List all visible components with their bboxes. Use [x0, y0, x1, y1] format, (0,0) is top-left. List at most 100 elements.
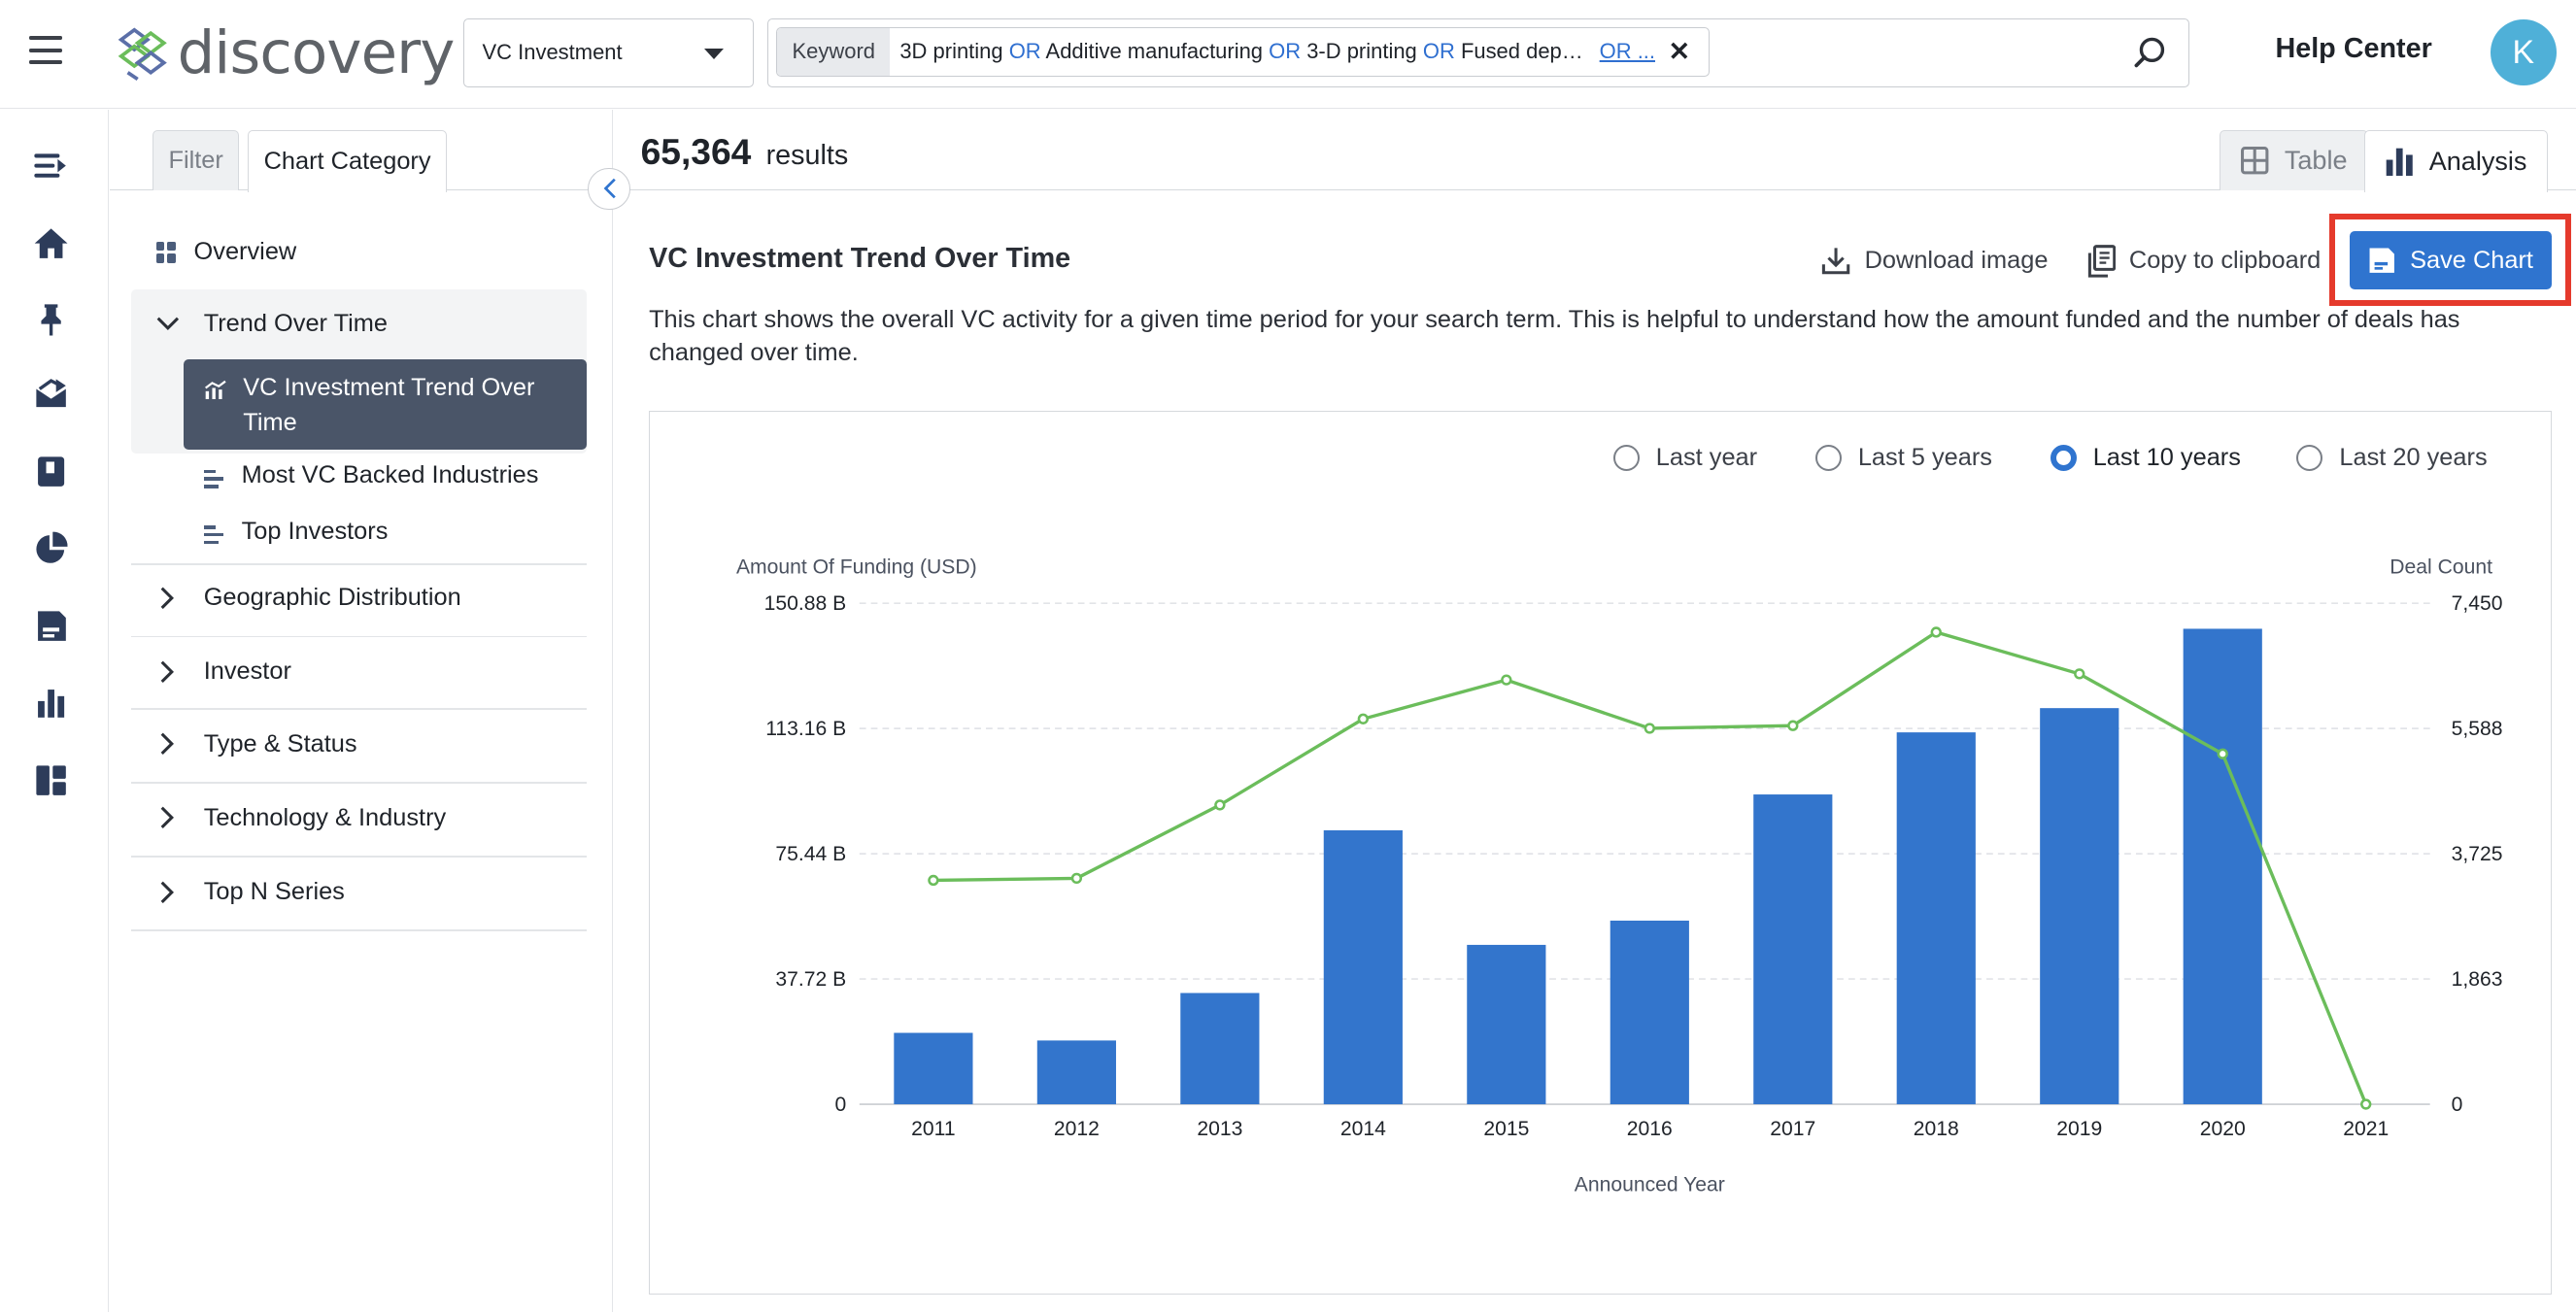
download-icon	[1821, 248, 1850, 275]
close-icon[interactable]: ✕	[1668, 36, 1691, 66]
group-label: Investor	[203, 657, 291, 686]
y-tick-label-left: 0	[834, 1093, 846, 1115]
y-tick-label-right: 1,863	[2451, 967, 2502, 990]
radio-button	[1814, 444, 1842, 471]
bar-funding-2015	[1466, 944, 1546, 1104]
bar-chart-icon	[2386, 148, 2413, 177]
pin-icon[interactable]	[33, 301, 69, 337]
dataset-select[interactable]: VC Investment	[462, 17, 755, 87]
inbox-icon[interactable]	[33, 376, 69, 412]
x-tick-label: 2021	[2343, 1118, 2389, 1140]
tab-filter[interactable]: Filter	[153, 129, 240, 191]
y-tick-label-left: 75.44 B	[775, 842, 846, 864]
x-tick-label: 2019	[2056, 1118, 2102, 1140]
period-radio-last-10-years[interactable]: Last 10 years	[2050, 444, 2241, 472]
logo-text: discovery	[177, 17, 456, 87]
bar-funding-2018	[1896, 731, 1976, 1104]
help-center-link[interactable]: Help Center	[2275, 32, 2432, 64]
avatar[interactable]: K	[2491, 19, 2557, 85]
vc-investment-chart: 0 0 37.72 B 1,863 75.44 B 3,725 113.16 B 5,588 1…	[736, 556, 2503, 1195]
download-image-button[interactable]: Download image	[1820, 245, 2049, 276]
action-label: Download image	[1864, 246, 2049, 274]
deal-count-point-2014	[1357, 713, 1369, 724]
save-icon[interactable]	[33, 608, 69, 644]
save-chart-label: Save Chart	[2410, 246, 2533, 274]
deal-count-point-2012	[1070, 872, 1082, 884]
tab-label: Table	[2284, 145, 2348, 175]
table-icon	[2241, 147, 2269, 175]
tab-table[interactable]: Table	[2219, 129, 2368, 191]
logo[interactable]: discovery	[115, 17, 456, 87]
pie-chart-icon[interactable]	[33, 530, 69, 566]
query-more-link[interactable]: OR ...	[1599, 39, 1656, 64]
group-header[interactable]: Geographic Distribution	[131, 563, 586, 632]
bar-funding-2020	[2183, 627, 2262, 1104]
home-icon[interactable]	[33, 225, 69, 261]
grid-icon	[155, 241, 178, 263]
radio-button	[1612, 444, 1640, 471]
query-term: Additive manufacturing	[1045, 39, 1264, 64]
results-summary: 65,364 results	[641, 131, 849, 173]
query-chip[interactable]: Keyword 3D printing OR Additive manufact…	[776, 27, 1710, 77]
x-tick-label: 2015	[1483, 1118, 1529, 1140]
y-tick-label-right: 3,725	[2451, 842, 2502, 864]
search-box[interactable]: Keyword 3D printing OR Additive manufact…	[766, 17, 2190, 87]
book-icon[interactable]	[33, 454, 69, 489]
divider	[131, 929, 587, 931]
y-tick-label-right: 7,450	[2451, 591, 2502, 614]
group-label: Trend Over Time	[203, 309, 388, 337]
deal-count-point-2018	[1930, 625, 1942, 638]
overview-item[interactable]: Overview	[155, 238, 297, 266]
group-label: Geographic Distribution	[203, 584, 461, 612]
menu-icon[interactable]	[29, 36, 63, 65]
overview-label: Overview	[193, 238, 297, 266]
y-tick-label-right: 5,588	[2451, 717, 2502, 739]
sub-item-label: Most VC Backed Industries	[241, 461, 539, 489]
divider	[131, 563, 587, 565]
group-header[interactable]: Technology & Industry	[131, 784, 586, 853]
sub-item-most-vc-backed-industries[interactable]: Most VC Backed Industries	[203, 461, 587, 492]
chevron-left-icon	[603, 179, 616, 199]
radio-button	[2296, 444, 2323, 471]
bar-list-icon	[203, 525, 223, 548]
period-radio-last-year[interactable]: Last year	[1612, 444, 1757, 472]
search-icon[interactable]	[2133, 36, 2166, 69]
query-operator: OR	[1416, 39, 1461, 64]
dashboard-icon[interactable]	[33, 762, 69, 798]
copy-to-clipboard-button[interactable]: Copy to clipboard	[2086, 245, 2321, 278]
tab-chart-category[interactable]: Chart Category	[248, 129, 447, 192]
radio-label: Last 20 years	[2339, 443, 2488, 471]
sub-item-top-investors[interactable]: Top Investors	[203, 518, 587, 549]
sub-item-vc-investment-trend[interactable]: VC Investment Trend Over Time	[184, 359, 587, 451]
period-radio-last-5-years[interactable]: Last 5 years	[1814, 444, 1992, 472]
y-axis-title-left: Amount Of Funding (USD)	[736, 556, 977, 578]
divider	[131, 782, 587, 784]
group-top-n-series: Top N Series	[131, 858, 586, 926]
tab-analysis[interactable]: Analysis	[2363, 129, 2548, 192]
group-geographic-distribution: Geographic Distribution	[131, 563, 586, 632]
deal-count-point-2017	[1786, 720, 1799, 731]
action-label: Copy to clipboard	[2128, 247, 2322, 275]
divider	[131, 856, 587, 858]
deal-count-point-2015	[1500, 673, 1512, 686]
group-type-status: Type & Status	[131, 710, 586, 779]
group-technology-industry: Technology & Industry	[131, 784, 586, 853]
group-header[interactable]: Type & Status	[131, 710, 586, 779]
save-chart-button[interactable]: Save Chart	[2349, 231, 2552, 289]
group-header-trend-over-time[interactable]: Trend Over Time	[131, 289, 586, 358]
bar-funding-2017	[1752, 793, 1833, 1104]
chevron-down-icon	[154, 317, 181, 331]
query-term: Fused dep…	[1460, 39, 1583, 64]
group-header[interactable]: Top N Series	[131, 858, 586, 926]
period-radio-last-20-years[interactable]: Last 20 years	[2296, 443, 2488, 472]
deal-count-point-2019	[2073, 667, 2085, 680]
icon-rail	[0, 110, 109, 1313]
x-tick-label: 2011	[911, 1118, 955, 1140]
group-header[interactable]: Investor	[131, 637, 586, 706]
x-tick-label: 2013	[1197, 1118, 1242, 1140]
bar-chart-icon[interactable]	[33, 685, 69, 721]
collapse-panel-button[interactable]	[588, 167, 631, 211]
chart-container	[649, 410, 2552, 1295]
sidebar-expand-icon[interactable]	[33, 148, 69, 184]
